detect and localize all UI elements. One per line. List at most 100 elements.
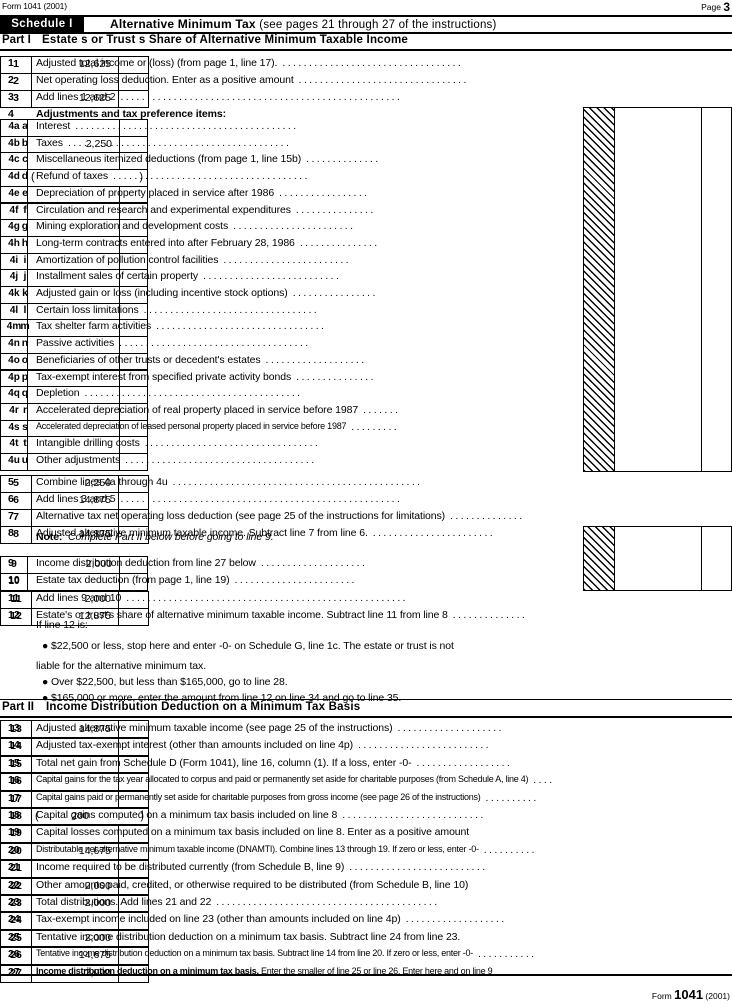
sub-amount-field[interactable] bbox=[28, 387, 120, 403]
sub-cents-field[interactable] bbox=[120, 371, 149, 387]
sub-cents-field[interactable] bbox=[120, 137, 149, 153]
cents-field[interactable] bbox=[119, 947, 150, 964]
sub-cents-field[interactable] bbox=[120, 220, 149, 236]
amount-field[interactable] bbox=[32, 790, 119, 808]
amount-field[interactable]: 14,675 bbox=[32, 842, 119, 861]
sub-line-number-box: 4t bbox=[1, 437, 28, 453]
cents-field[interactable] bbox=[119, 476, 150, 492]
sub-amount-field[interactable] bbox=[28, 253, 120, 270]
sub-cents-field[interactable] bbox=[120, 170, 149, 186]
sub-amount-field[interactable] bbox=[28, 236, 120, 253]
sub-amount-field[interactable]: 2,250 bbox=[28, 136, 120, 153]
sub-cents-field[interactable] bbox=[120, 153, 149, 169]
cents-field[interactable] bbox=[119, 825, 150, 842]
sub-cents-field[interactable] bbox=[120, 237, 149, 253]
sub-amount-field[interactable] bbox=[28, 120, 120, 136]
sub-cents-field[interactable] bbox=[120, 270, 149, 286]
amount-field[interactable]: 2,000 bbox=[32, 895, 119, 913]
sub-amount-field[interactable] bbox=[28, 454, 120, 470]
sub-cents-field[interactable] bbox=[120, 387, 149, 403]
sub-cents-field[interactable] bbox=[120, 320, 149, 336]
sub-amount-field[interactable] bbox=[28, 337, 120, 353]
amount-field[interactable]: 14,675 bbox=[32, 947, 119, 965]
cents-field[interactable] bbox=[119, 895, 150, 912]
amount-field[interactable]: 2,000 bbox=[32, 929, 119, 948]
amount-field[interactable] bbox=[32, 755, 119, 774]
leader-dots: ..................................... bbox=[113, 170, 310, 183]
cents-field[interactable] bbox=[119, 756, 150, 773]
cents-field[interactable] bbox=[119, 493, 150, 509]
sub-cents-field[interactable] bbox=[120, 354, 149, 370]
cents-field[interactable] bbox=[119, 843, 150, 860]
sub-cents-field[interactable] bbox=[120, 254, 149, 270]
amount-field[interactable]: 2,250 bbox=[32, 476, 119, 492]
sub-amount-field[interactable] bbox=[28, 303, 120, 320]
sub-cents-field[interactable] bbox=[120, 437, 149, 453]
sub-amount-field[interactable] bbox=[28, 353, 120, 370]
sub-amount-field[interactable] bbox=[28, 186, 120, 203]
sub-amount-field[interactable]: 2,000 bbox=[28, 557, 120, 573]
sub-cents-field[interactable] bbox=[120, 404, 149, 420]
cents-field[interactable] bbox=[119, 808, 150, 825]
amount-field[interactable] bbox=[32, 74, 119, 90]
amount-field[interactable]: 14,875 bbox=[32, 527, 119, 543]
sub-amount-field[interactable] bbox=[28, 203, 120, 220]
sub-cents-field[interactable] bbox=[120, 287, 149, 303]
sub-line-number-box: 4d bbox=[1, 170, 28, 186]
sub-amount-field[interactable] bbox=[28, 574, 120, 590]
sub-amount-field[interactable] bbox=[28, 370, 120, 387]
cents-field[interactable] bbox=[119, 57, 150, 73]
sub-cents-field[interactable] bbox=[120, 304, 149, 320]
cents-field[interactable] bbox=[119, 860, 150, 877]
amount-field[interactable] bbox=[32, 912, 119, 930]
line-number: 9 bbox=[8, 557, 14, 569]
cents-field[interactable] bbox=[119, 930, 150, 947]
sub-cents-field[interactable] bbox=[120, 421, 149, 437]
cents-field[interactable] bbox=[119, 74, 150, 90]
sub-amount-field[interactable] bbox=[28, 437, 120, 453]
amount-field[interactable]: 14,875 bbox=[32, 493, 119, 509]
leader-dots: ................................ bbox=[298, 74, 469, 86]
sub-amount-field[interactable] bbox=[28, 420, 120, 437]
sub-amount-field[interactable] bbox=[28, 270, 120, 286]
cents-field[interactable] bbox=[119, 510, 150, 526]
amount-field[interactable]: 2,000 bbox=[32, 592, 119, 608]
sub-amount-field[interactable] bbox=[28, 220, 120, 236]
cents-field[interactable] bbox=[119, 912, 150, 929]
money-row-13: 13 14,875 bbox=[0, 720, 150, 740]
sub-cents-field[interactable] bbox=[120, 120, 149, 136]
cents-field[interactable] bbox=[119, 609, 150, 625]
sub-amount-field[interactable] bbox=[28, 403, 120, 420]
sub-cents-field[interactable] bbox=[120, 574, 149, 590]
sub-cents-field[interactable] bbox=[120, 557, 149, 573]
amount-field[interactable]: 12,625 bbox=[32, 91, 119, 107]
sub-cents-field[interactable] bbox=[120, 187, 149, 203]
amount-field[interactable] bbox=[32, 773, 119, 791]
part1-number: Part I bbox=[2, 34, 31, 46]
amount-field[interactable]: 12,625 bbox=[32, 57, 119, 73]
amount-field[interactable]: 12,875 bbox=[32, 609, 119, 625]
amount-field[interactable] bbox=[32, 860, 119, 878]
cents-field[interactable] bbox=[119, 592, 150, 608]
cents-field[interactable] bbox=[119, 773, 150, 790]
line-description: Other adjustments bbox=[36, 454, 121, 466]
amount-field[interactable]: 2,000 bbox=[32, 877, 119, 895]
amount-field[interactable] bbox=[32, 825, 119, 843]
sub-cents-field[interactable] bbox=[120, 454, 149, 470]
cents-field[interactable] bbox=[119, 878, 150, 895]
cents-field[interactable] bbox=[119, 791, 150, 808]
amount-field[interactable]: 200 bbox=[71, 810, 89, 822]
amount-field[interactable] bbox=[32, 738, 119, 756]
cents-field[interactable] bbox=[119, 721, 150, 738]
sub-cents-field[interactable] bbox=[120, 204, 149, 220]
cents-field[interactable] bbox=[119, 91, 150, 107]
amount-field[interactable] bbox=[32, 510, 119, 526]
part2-header: Part II Income Distribution Deduction on… bbox=[0, 699, 732, 718]
amount-field[interactable]: 14,875 bbox=[32, 721, 119, 739]
sub-amount-field[interactable] bbox=[28, 320, 120, 337]
sub-amount-field[interactable] bbox=[28, 287, 120, 303]
cents-field[interactable] bbox=[119, 738, 150, 755]
sub-cents-field[interactable] bbox=[120, 337, 149, 353]
sub-amount-field[interactable] bbox=[28, 170, 120, 186]
sub-amount-field[interactable] bbox=[28, 153, 120, 170]
